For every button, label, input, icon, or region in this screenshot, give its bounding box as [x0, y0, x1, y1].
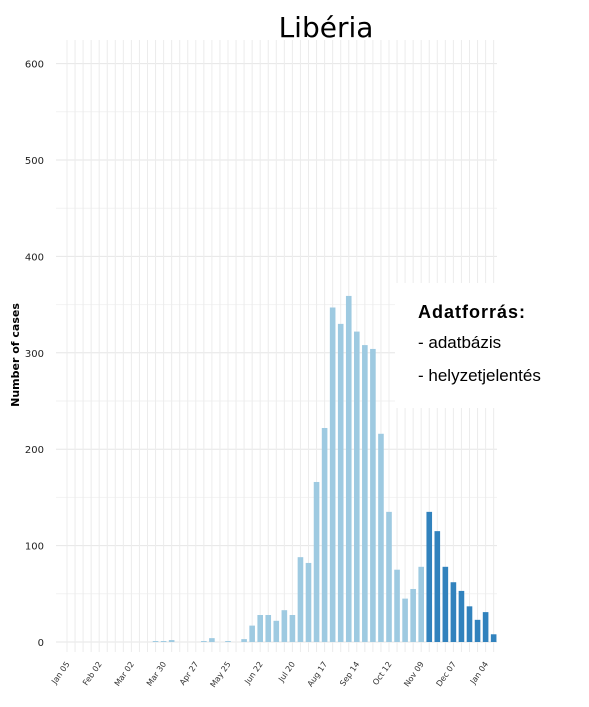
x-tick-label: Nov 09 — [402, 660, 426, 688]
legend-item-helyzetjelentes: - helyzetjelentés — [418, 366, 541, 385]
bar-database — [402, 598, 408, 642]
bar-database — [354, 331, 360, 642]
bar-situation-report — [426, 511, 433, 642]
chart-title: Libéria — [279, 11, 374, 44]
bar-database — [313, 481, 320, 642]
legend-background — [395, 283, 585, 408]
y-tick-label: 200 — [25, 445, 44, 456]
x-tick-label: Oct 12 — [371, 660, 394, 687]
x-tick-label: Jan 04 — [468, 660, 490, 687]
bar-database — [410, 588, 416, 642]
y-axis-ticks: 0 100 200 300 400 500 600 — [25, 60, 44, 649]
x-tick-label: Jan 05 — [49, 660, 71, 687]
legend-item-label: helyzetjelentés — [428, 366, 540, 385]
x-tick-label: Jul 20 — [276, 660, 297, 684]
bar-database — [265, 615, 272, 642]
y-axis-label: Number of cases — [9, 303, 22, 407]
bar-database — [321, 427, 328, 642]
bar-database — [152, 641, 159, 642]
bar-database — [329, 307, 336, 642]
bar-situation-report — [482, 612, 489, 642]
bar-database — [281, 610, 288, 642]
bar-database — [297, 557, 304, 642]
x-tick-label: Mar 02 — [113, 660, 136, 688]
legend-item-dash: - — [418, 366, 428, 385]
bar-database — [305, 562, 312, 642]
x-tick-label: Jun 22 — [242, 660, 264, 687]
legend: Adatforrás: - adatbázis - helyzetjelenté… — [395, 283, 585, 408]
bar-database — [160, 641, 167, 642]
bar-database — [273, 620, 280, 642]
bar-situation-report — [490, 634, 497, 642]
bar-situation-report — [442, 566, 449, 642]
bar-situation-report — [450, 582, 457, 642]
bar-database — [370, 348, 376, 642]
legend-item-label: adatbázis — [428, 333, 501, 352]
bar-database — [249, 625, 255, 642]
x-tick-label: Mar 30 — [145, 660, 168, 688]
bar-database — [241, 639, 247, 642]
legend-item-adatbazis: - adatbázis — [418, 333, 501, 352]
bar-database — [168, 640, 175, 642]
bar-database — [225, 641, 231, 642]
bar-database — [386, 511, 392, 642]
y-tick-label: 0 — [38, 638, 44, 649]
bar-database — [345, 295, 352, 642]
bar-database — [394, 569, 400, 642]
bar-database — [337, 323, 344, 642]
bar-database — [201, 641, 207, 642]
x-tick-label: Aug 17 — [306, 660, 330, 688]
x-tick-label: Sep 14 — [338, 660, 361, 688]
bars — [152, 295, 497, 642]
legend-title: Adatforrás: — [418, 302, 526, 322]
y-tick-label: 100 — [25, 542, 44, 553]
bar-database — [362, 345, 368, 642]
bar-database — [418, 566, 424, 642]
bar-database — [257, 615, 263, 642]
bar-situation-report — [434, 531, 441, 642]
y-tick-label: 400 — [25, 252, 44, 263]
x-tick-label: Apr 27 — [178, 660, 201, 687]
x-tick-label: Dec 07 — [434, 660, 458, 688]
bar-database — [378, 433, 384, 642]
x-tick-label: May 25 — [208, 660, 232, 689]
bar-situation-report — [458, 590, 465, 642]
bar-database — [289, 615, 296, 642]
legend-item-dash: - — [418, 333, 428, 352]
x-axis-ticks: Jan 05 Feb 02 Mar 02 Mar 30 Apr 27 May 25 Jun … — [49, 660, 490, 689]
bar-situation-report — [474, 619, 481, 642]
bar-situation-report — [466, 606, 473, 642]
bar-database — [209, 638, 215, 642]
y-tick-label: 500 — [25, 156, 44, 167]
y-tick-label: 300 — [25, 349, 44, 360]
x-tick-label: Feb 02 — [81, 660, 104, 687]
y-tick-label: 600 — [25, 60, 44, 71]
